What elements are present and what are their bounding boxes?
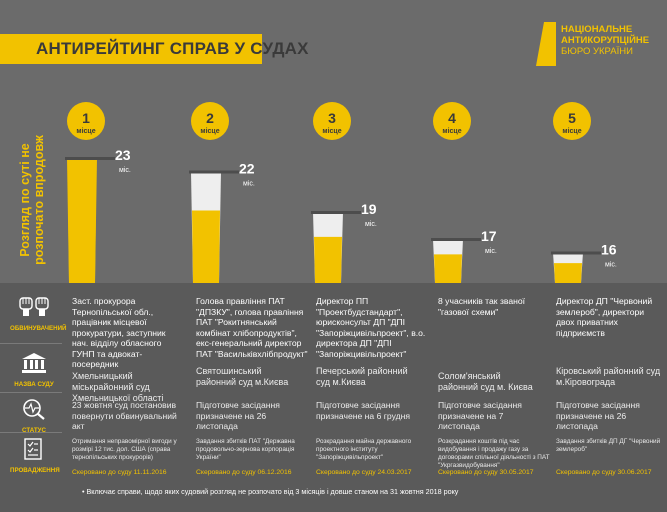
logo-line-1: НАЦІОНАЛЬНЕ <box>561 24 633 35</box>
rank-2-number: 2 <box>206 110 214 126</box>
rank-4-number: 4 <box>448 110 456 126</box>
checklist-icon <box>24 438 42 460</box>
case-1-status: 23 жовтня суд постановив повернути обвин… <box>72 400 177 431</box>
rank-5-circle <box>553 102 591 140</box>
rank-3-circle <box>313 102 351 140</box>
case-2-sent: Скеровано до суду 06.12.2016 <box>196 469 292 476</box>
proceeding-label: ПРОВАДЖЕННЯ <box>10 467 60 474</box>
bar-3-marker <box>311 211 361 214</box>
case-5-accused: Директор ДП "Червоний землероб", директо… <box>556 296 653 338</box>
rank-3-number: 3 <box>328 110 336 126</box>
row-divider <box>0 343 62 344</box>
case-3-sent: Скеровано до суду 24.03.2017 <box>316 469 412 476</box>
status-label: СТАТУС <box>22 427 46 434</box>
value-label-5: 16 <box>601 242 617 258</box>
bar-5-marker <box>551 251 601 255</box>
rank-2-circle <box>191 102 229 140</box>
case-5-loss: Завдання збитків ДП ДГ "Червоний землеро… <box>556 438 661 453</box>
case-1-sent: Скеровано до суду 11.11.2016 <box>72 469 167 476</box>
accused-label: ОБВИНУВАЧЕНИЙ <box>10 325 67 332</box>
case-4-sent: Скеровано до суду 30.05.2017 <box>438 469 534 476</box>
rank-4-circle <box>433 102 471 140</box>
rank-5-number: 5 <box>568 110 576 126</box>
proceeding-row-label: ПРОВАДЖЕННЯ <box>10 438 60 474</box>
footnote: • Включає справи, щодо яких судовий розг… <box>82 487 459 496</box>
nabu-logo-icon <box>536 22 556 66</box>
logo-line-3: БЮРО УКРАЇНИ <box>561 46 633 57</box>
court-label: НАЗВА СУДУ <box>14 381 54 388</box>
value-label-3: 19 <box>361 201 377 217</box>
case-2-court: Святошинський районний суд м.Києва <box>196 366 289 387</box>
value-label-2: 22 <box>239 161 255 177</box>
bar-5-lower <box>554 263 582 283</box>
court-row-label: НАЗВА СУДУ <box>10 352 58 388</box>
bar-2-marker <box>189 170 239 174</box>
magnifier-pulse-icon <box>23 399 45 420</box>
chart-svg: 1місце23міс.2місце22міс.3місце19міс.4міс… <box>65 102 617 283</box>
value-label-4: 17 <box>481 228 497 244</box>
rank-1-circle <box>67 102 105 140</box>
status-row-label: СТАТУС <box>10 398 58 434</box>
case-5-sent: Скеровано до суду 30.06.2017 <box>556 469 652 476</box>
accused-row-label: ОБВИНУВАЧЕНИЙ <box>10 296 67 332</box>
case-4-status: Підготовче засідання призначене на 7 лис… <box>438 400 522 431</box>
case-1-court: Хмельницький міськрайонний суд Хмельниць… <box>72 371 164 403</box>
rank-2-word: місце <box>200 127 219 135</box>
case-2-accused: Голова правління ПАТ "ДПЗКУ", голова пра… <box>196 296 308 359</box>
bar-4-lower <box>434 254 462 283</box>
case-2-loss: Завдання збитків ПАТ "Державна продоволь… <box>196 438 295 461</box>
rank-3-word: місце <box>322 127 341 135</box>
bar-3-lower <box>314 236 342 283</box>
case-5-status: Підготовче засідання призначене на 26 ли… <box>556 400 640 431</box>
page-title: АНТИРЕЙТИНГ СПРАВ У СУДАХ <box>36 39 309 58</box>
unit-label-3: міс. <box>365 220 377 228</box>
logo-line-2: АНТИКОРУПЦІЙНЕ <box>561 35 650 46</box>
case-3-status: Підготовче засідання призначене на 6 гру… <box>316 400 411 421</box>
table-area-background <box>0 283 667 512</box>
unit-label-4: міс. <box>485 247 497 255</box>
case-3-loss: Розкрадання майна державного проектного … <box>316 438 412 461</box>
case-4-loss: Розкрадання коштів під час видобування і… <box>438 438 550 469</box>
bar-1-marker <box>65 157 115 160</box>
rank-4-word: місце <box>442 127 461 135</box>
bar-4-marker <box>431 238 481 241</box>
case-3-accused: Директор ПП "Проектбудстандарт", юрискон… <box>316 296 426 359</box>
unit-label-5: міс. <box>605 261 617 269</box>
case-1-loss: Отримання неправомірної вигоди у розмірі… <box>72 438 177 461</box>
row-divider <box>0 392 62 393</box>
case-2-status: Підготовче засідання призначене на 26 ли… <box>196 400 280 431</box>
bar-1-lower <box>68 201 96 283</box>
unit-label-1: міс. <box>119 166 131 174</box>
case-5-court: Кіровський районний суд м.Кіровограда <box>556 366 661 387</box>
courthouse-icon <box>22 353 46 373</box>
rank-1-word: місце <box>76 127 95 135</box>
case-3-court: Печерський районний суд м.Києва <box>316 366 408 387</box>
case-1-accused: Заст. прокурора Тернопільської обл., пра… <box>72 296 166 369</box>
row-divider <box>0 432 62 433</box>
rank-1-number: 1 <box>82 110 90 126</box>
value-label-1: 23 <box>115 147 131 163</box>
bar-2-lower <box>192 210 220 283</box>
rank-5-word: місце <box>562 127 581 135</box>
case-4-court: Солом'янський районний суд м. Києва <box>438 371 533 392</box>
unit-label-2: міс. <box>243 180 255 188</box>
fists-icon <box>19 297 49 316</box>
case-4-accused: 8 учасників так званої "газової схеми" <box>438 296 526 317</box>
title-bar <box>0 34 262 64</box>
